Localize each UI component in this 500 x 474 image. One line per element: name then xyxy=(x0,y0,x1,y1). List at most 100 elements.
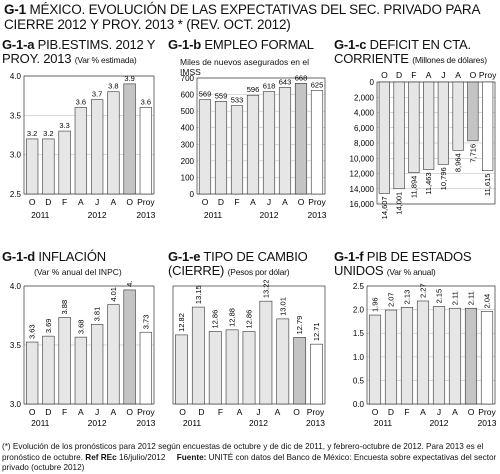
category-label: O xyxy=(179,407,186,417)
plot-frame xyxy=(23,285,155,405)
y-tick-label: 0 xyxy=(190,190,195,199)
bar xyxy=(423,81,435,170)
data-label: 11,615 xyxy=(483,174,492,196)
category-label: F xyxy=(411,70,416,80)
data-label: 2.04 xyxy=(483,294,492,309)
panel-b: G-1-b EMPLEO FORMAL Miles de nuevos aseg… xyxy=(168,38,328,78)
data-label: 3.88 xyxy=(60,300,69,315)
category-label: A xyxy=(78,197,84,207)
category-label: O xyxy=(293,407,300,417)
bar xyxy=(139,331,153,405)
data-label: 3.73 xyxy=(141,315,150,330)
data-label: 3.7 xyxy=(92,90,102,99)
panel-d-subtitle: (Var % anual del INPC) xyxy=(34,267,122,277)
data-label: 12.88 xyxy=(228,308,237,327)
bar xyxy=(198,99,212,195)
bar xyxy=(378,81,390,194)
year-label: 2013 xyxy=(306,418,325,428)
year-label: 2013 xyxy=(478,418,497,428)
main-title-code: G-1 xyxy=(4,2,26,17)
data-label: 7,716 xyxy=(468,144,477,163)
y-tick-label: 2.5 xyxy=(10,190,22,199)
data-label: 2.13 xyxy=(403,290,412,305)
category-label: D xyxy=(218,197,224,207)
category-label: J xyxy=(267,197,271,207)
y-tick-label: 0.5 xyxy=(353,376,365,385)
data-label: 596 xyxy=(247,85,260,94)
data-label: 2.27 xyxy=(419,283,428,298)
category-label: D xyxy=(45,407,51,417)
chart-a: 2.53.03.54.03.2 3.23.33.63.73.83.93.6O D F A… xyxy=(10,72,156,220)
category-label: O xyxy=(202,197,209,207)
year-label: 2013 xyxy=(136,210,155,220)
panel-d-code: G-1-d xyxy=(2,249,35,264)
y-tick-label: 0 xyxy=(370,78,375,87)
bar xyxy=(482,81,494,171)
category-label: O xyxy=(470,70,477,80)
bar xyxy=(242,331,256,405)
bar xyxy=(123,83,136,195)
bar xyxy=(467,81,479,142)
bar xyxy=(208,331,222,405)
panel-d-title: G-1-d INFLACIÓN xyxy=(2,250,165,264)
y-tick-label: 1.0 xyxy=(353,353,365,362)
bar xyxy=(437,81,449,165)
y-tick-label: 100 xyxy=(181,173,195,182)
category-label: J xyxy=(437,407,441,417)
category-label: A xyxy=(237,407,243,417)
panel-f-subtitle: (Var % anual) xyxy=(386,267,436,277)
bar xyxy=(259,300,273,405)
data-label: 3.2 xyxy=(43,129,53,138)
y-tick-label: 4.0 xyxy=(10,72,22,81)
data-label: 643 xyxy=(279,77,292,86)
category-label: Proy xyxy=(137,407,155,417)
bar xyxy=(246,94,260,195)
y-tick-label: 3.0 xyxy=(10,151,22,160)
data-label: 3.63 xyxy=(28,324,37,339)
bar xyxy=(480,311,494,405)
chart-f: 0.0 0.5 1.0 1.5 2.0 2.5 1.96 2.07 2.13 2.27 2.15 2.… xyxy=(353,282,497,428)
bar xyxy=(452,81,464,151)
bar xyxy=(408,81,420,173)
data-label: 2.11 xyxy=(451,291,460,305)
category-label: J xyxy=(256,407,260,417)
bar xyxy=(107,304,120,405)
year-label: 2011 xyxy=(31,210,50,220)
category-label: F xyxy=(62,407,67,417)
bar xyxy=(448,307,462,405)
data-label: 12.71 xyxy=(312,322,321,341)
category-label: O xyxy=(126,407,133,417)
panel-f-title-text: PIB DE ESTADOS UNIDOS xyxy=(334,249,472,278)
year-label: 2011 xyxy=(31,418,50,428)
bar xyxy=(400,307,414,405)
year-label: 2011 xyxy=(183,418,202,428)
data-label: 2.11 xyxy=(467,291,476,305)
category-label: A xyxy=(282,197,288,207)
footer-note: (*) Evolución de los pronósticos para 20… xyxy=(2,442,484,462)
bar xyxy=(310,343,323,405)
data-label: 2.07 xyxy=(387,292,396,307)
bar xyxy=(276,318,290,405)
bar xyxy=(191,306,205,405)
y-tick-label: 400 xyxy=(181,124,195,133)
panel-b-title: G-1-b EMPLEO FORMAL xyxy=(168,38,328,52)
bar xyxy=(368,314,382,405)
category-label: O xyxy=(372,407,379,417)
category-label: A xyxy=(275,407,281,417)
bar xyxy=(384,309,398,405)
y-tick-label: 8,000 xyxy=(354,139,375,148)
category-label: O xyxy=(381,70,388,80)
y-tick-label: 500 xyxy=(181,107,195,116)
data-label: 3.68 xyxy=(76,320,85,335)
footer-ref-date: 16/julio/2012 xyxy=(118,452,166,462)
bar xyxy=(139,107,153,195)
bar xyxy=(310,90,324,195)
category-label: J xyxy=(95,197,99,207)
data-label: 12.86 xyxy=(211,310,220,329)
plot-frame xyxy=(376,81,496,205)
bar xyxy=(58,130,71,195)
plot-frame xyxy=(23,75,155,195)
bar xyxy=(214,101,228,195)
bar xyxy=(90,324,104,405)
